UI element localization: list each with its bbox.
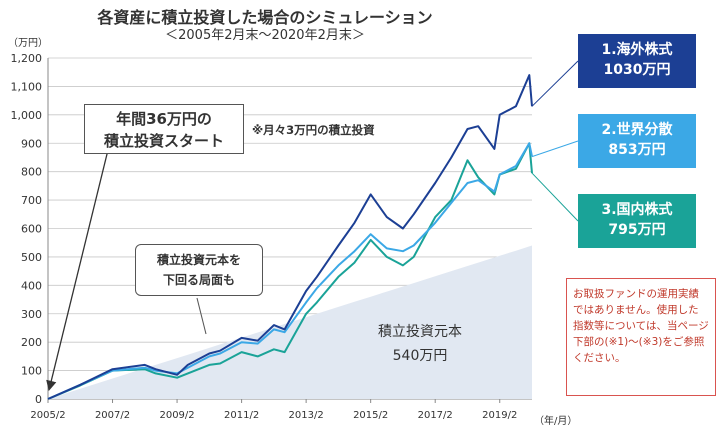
below-callout-pointer [196,297,207,335]
callout-below-line1: 積立投資元本を [156,253,241,267]
chart-title: 各資産に積立投資した場合のシミュレーション [97,8,433,27]
legend-connector-1 [531,60,579,107]
callout-start-line2: 積立投資スタート [103,132,224,150]
legend-global-diversified: 2.世界分散 853万円 [578,114,696,168]
x-tick-label: 2007/2 [95,410,130,421]
series-line-3 [47,142,533,400]
y-tick-label: 1,000 [11,109,43,122]
y-tick-label: 1,200 [11,52,43,65]
series-lines [47,74,533,400]
y-tick-label: 400 [21,279,42,292]
y-tick-label: 800 [21,166,42,179]
principal-label-name: 積立投資元本 [378,324,462,340]
principal-area-fill [48,245,532,399]
x-tick-label: 2009/2 [159,410,194,421]
callout-below-line2: 下回る局面も [162,273,235,287]
monthly-annotation: ※月々3万円の積立投資 [252,123,375,137]
legend-global-diversified-name: 2.世界分散 [601,122,673,138]
y-tick-label: 100 [21,365,42,378]
x-axis-unit: （年/月） [534,416,578,427]
callout-start-line1: 年間36万円の [116,110,212,128]
x-tick-label: 2017/2 [418,410,453,421]
y-tick-label: 500 [21,251,42,264]
y-tick-label: 300 [21,308,42,321]
x-tick-label: 2013/2 [289,410,324,421]
legend-connectors [531,60,579,222]
legend-overseas-stocks: 1.海外株式 1030万円 [578,34,696,88]
principal-area [48,245,532,399]
legend-domestic-stocks: 3.国内株式 795万円 [578,194,696,248]
y-tick-label: 1,100 [11,80,43,93]
callout-below-principal: 積立投資元本を 下回る局面も [135,244,263,296]
x-tick-label: 2011/2 [224,410,259,421]
y-tick-label: 200 [21,336,42,349]
legend-connector-3 [531,172,579,222]
legend-overseas-stocks-name: 1.海外株式 [601,42,673,58]
y-tick-label: 700 [21,194,42,207]
x-tick-label: 2019/2 [482,410,517,421]
legend-global-diversified-value: 853万円 [608,142,666,158]
legend-domestic-stocks-value: 795万円 [608,222,666,238]
series-line-1 [47,74,533,400]
x-tick-labels: 2005/2 2007/2 2009/2 2011/2 2013/2 2015/2 2017… [30,399,517,421]
y-axis-unit: （万円） [8,38,48,49]
disclaimer-note: お取扱ファンドの運用実績ではありません。使用した指数等については、当ページ下部の… [566,278,716,396]
y-tick-label: 600 [21,223,42,236]
x-tick-label: 2005/2 [30,410,65,421]
legend-domestic-stocks-name: 3.国内株式 [601,202,673,218]
principal-label: 積立投資元本 540万円 [360,320,480,368]
y-tick-labels: 0 100 200 300 400 500 600 700 800 900 1,000 1,100 1,… [11,52,43,406]
principal-label-value: 540万円 [392,348,448,364]
chart-subtitle: ＜2005年2月末～2020年2月末＞ [165,28,365,43]
y-tick-label: 900 [21,137,42,150]
y-tick-label: 0 [35,393,42,406]
legend-overseas-stocks-value: 1030万円 [603,62,671,78]
x-tick-label: 2015/2 [353,410,388,421]
start-arrow [46,149,109,392]
callout-start: 年間36万円の 積立投資スタート [84,104,244,154]
legend-connector-2 [531,140,579,158]
